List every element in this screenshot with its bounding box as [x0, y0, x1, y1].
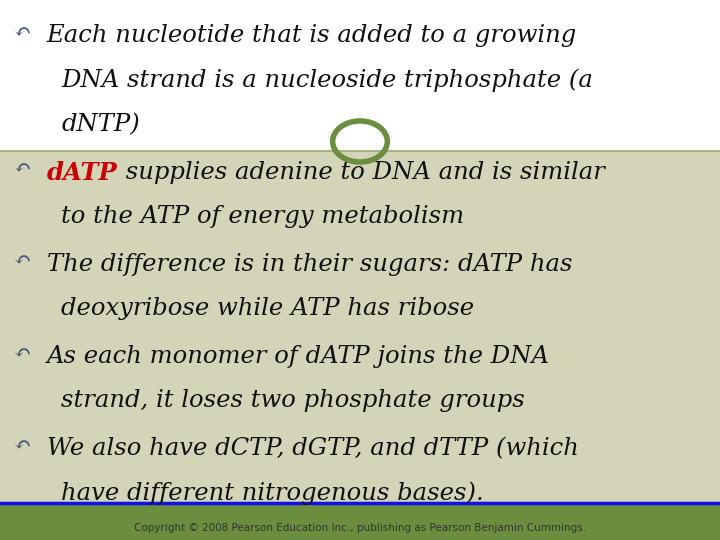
- Text: strand, it loses two phosphate groups: strand, it loses two phosphate groups: [61, 389, 525, 412]
- FancyBboxPatch shape: [0, 151, 720, 540]
- Text: have different nitrogenous bases).: have different nitrogenous bases).: [61, 481, 484, 505]
- Text: dATP: dATP: [47, 161, 117, 185]
- FancyBboxPatch shape: [0, 0, 720, 151]
- Text: ↶: ↶: [13, 437, 30, 456]
- Text: DNA strand is a nucleoside triphosphate (a: DNA strand is a nucleoside triphosphate …: [61, 69, 593, 92]
- Text: We also have dCTP, dGTP, and dTTP (which: We also have dCTP, dGTP, and dTTP (which: [47, 437, 579, 460]
- Text: The difference is in their sugars: dATP has: The difference is in their sugars: dATP …: [47, 253, 572, 276]
- FancyBboxPatch shape: [0, 503, 720, 540]
- Text: deoxyribose while ATP has ribose: deoxyribose while ATP has ribose: [61, 297, 474, 320]
- Text: dNTP): dNTP): [61, 113, 140, 136]
- Text: ↶: ↶: [13, 161, 30, 180]
- Text: As each monomer of dATP joins the DNA: As each monomer of dATP joins the DNA: [47, 345, 550, 368]
- Text: ↶: ↶: [13, 24, 30, 43]
- Text: ↶: ↶: [13, 253, 30, 272]
- Text: Each nucleotide that is added to a growing: Each nucleotide that is added to a growi…: [47, 24, 577, 48]
- Text: to the ATP of energy metabolism: to the ATP of energy metabolism: [61, 205, 464, 228]
- Text: ↶: ↶: [13, 345, 30, 364]
- Text: Copyright © 2008 Pearson Education Inc., publishing as Pearson Benjamin Cummings: Copyright © 2008 Pearson Education Inc.,…: [134, 523, 586, 533]
- Text: supplies adenine to DNA and is similar: supplies adenine to DNA and is similar: [117, 161, 604, 184]
